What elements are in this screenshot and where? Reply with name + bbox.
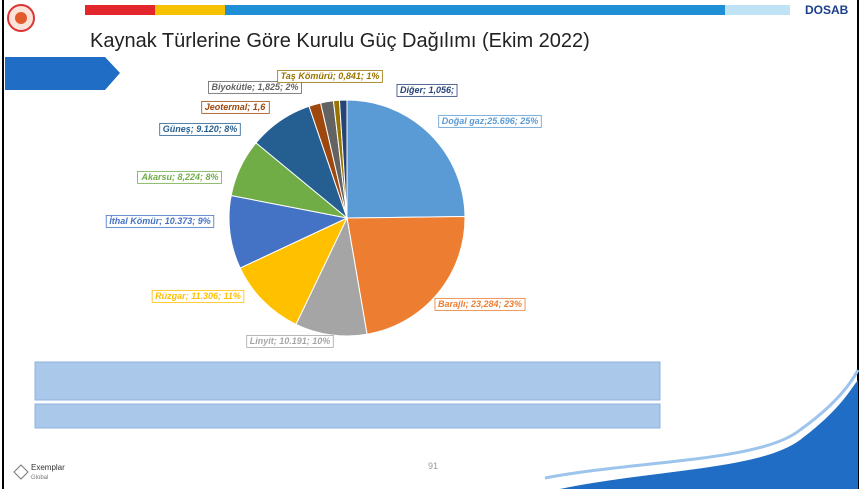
pie-slice: [338, 99, 348, 219]
value-label: ; 23,284; 23%: [465, 299, 522, 309]
logo-icon: [13, 464, 29, 480]
value-label: ; 1,6: [247, 102, 266, 112]
category-name: Linyit: [250, 336, 275, 346]
swoosh-line: [544, 369, 860, 480]
label-box: [246, 334, 334, 348]
info-box: [34, 403, 661, 429]
logo-subtext: Global: [31, 475, 48, 481]
value-label: ; 1,056;: [423, 85, 454, 95]
category-name: Jeotermal: [205, 102, 248, 112]
value-label: ; 9.120; 8%: [191, 124, 238, 134]
pie-slice: [346, 99, 466, 219]
slide-title: Kaynak Türlerine Göre Kurulu Güç Dağılım…: [90, 30, 590, 52]
top-bar: [225, 5, 725, 15]
data-label: Diğer; 1,056;: [400, 85, 454, 95]
arrow: [5, 57, 120, 90]
data-label: İthal Kömür; 10.373; 9%: [109, 216, 211, 226]
value-label: ; 10.191; 10%: [274, 336, 331, 346]
category-name: Güneş: [163, 124, 191, 134]
label-box: [137, 170, 222, 184]
value-label: ; 10.373; 9%: [159, 216, 211, 226]
label-box: [201, 100, 270, 114]
label-box: [159, 122, 241, 136]
category-name: İthal Kömür: [109, 216, 159, 226]
label-box: [105, 214, 215, 228]
pie-slice: [346, 216, 466, 335]
logo-text: DOSAB: [805, 3, 849, 17]
data-label: Linyit; 10.191; 10%: [250, 336, 331, 346]
pie-slice: [295, 216, 368, 337]
data-label: Rüzgar; 11.306; 11%: [155, 291, 241, 301]
data-label: Akarsu; 8,224; 8%: [140, 172, 218, 182]
label-box: [396, 83, 458, 97]
category-name: Rüzgar: [155, 291, 186, 301]
label-box: [151, 289, 245, 303]
category-name: Diğer: [400, 85, 424, 95]
top-bar: [85, 5, 155, 15]
data-label: Biyokütle; 1,825; 2%: [211, 82, 298, 92]
label-box: [438, 114, 542, 128]
data-label: Jeotermal; 1,6: [205, 102, 267, 112]
pie-slice: [228, 194, 349, 269]
logo-text: Exemplar: [31, 463, 65, 472]
data-label: Barajlı; 23,284; 23%: [438, 299, 522, 309]
label-box: [208, 80, 302, 94]
swoosh: [560, 380, 858, 489]
category-name: Taş Kömürü: [281, 71, 334, 81]
top-bar: [725, 5, 790, 15]
pie-slice: [239, 216, 349, 326]
label-box: [277, 69, 383, 83]
category-name: Biyokütle: [211, 82, 252, 92]
value-label: ; 11.306; 11%: [186, 291, 241, 301]
info-box: [34, 361, 661, 401]
value-label: ; 8,224; 8%: [172, 172, 219, 182]
data-label: Güneş; 9.120; 8%: [163, 124, 238, 134]
category-name: Akarsu: [140, 172, 172, 182]
logo: [15, 12, 27, 24]
page-number: 91: [428, 461, 438, 471]
category-name: Doğal gaz: [442, 116, 485, 126]
value-label: ; 0,841; 1%: [333, 71, 380, 81]
value-label: ;25.696; 25%: [484, 116, 538, 126]
data-label: Doğal gaz;25.696; 25%: [442, 116, 539, 126]
category-name: Barajlı: [438, 299, 466, 309]
data-label: Taş Kömürü; 0,841; 1%: [281, 71, 380, 81]
top-bar: [155, 5, 225, 15]
value-label: ; 1,825; 2%: [252, 82, 299, 92]
label-box: [434, 297, 526, 311]
